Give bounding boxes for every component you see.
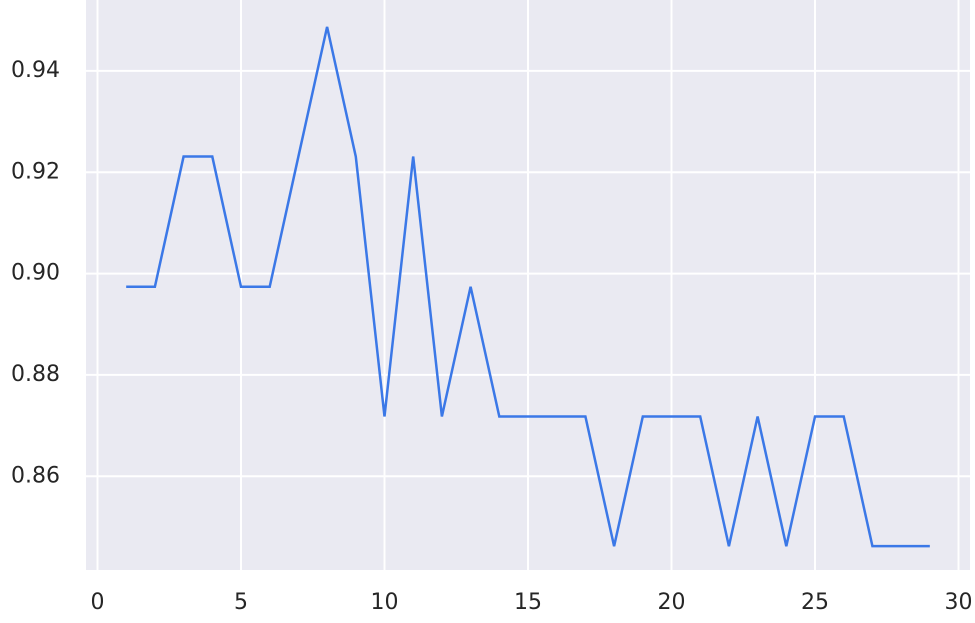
x-tick-label: 15 <box>514 590 542 615</box>
x-tick-label: 25 <box>801 590 829 615</box>
y-tick-label: 0.92 <box>11 159 60 184</box>
x-tick-label: 10 <box>370 590 398 615</box>
x-tick-label: 30 <box>945 590 973 615</box>
y-tick-label: 0.88 <box>11 362 60 387</box>
x-tick-label: 5 <box>234 590 248 615</box>
y-tick-label: 0.94 <box>11 58 60 83</box>
x-tick-label: 0 <box>90 590 104 615</box>
y-tick-label: 0.86 <box>11 463 60 488</box>
x-tick-label: 20 <box>658 590 686 615</box>
data-line <box>126 26 930 548</box>
y-tick-label: 0.90 <box>11 261 60 286</box>
